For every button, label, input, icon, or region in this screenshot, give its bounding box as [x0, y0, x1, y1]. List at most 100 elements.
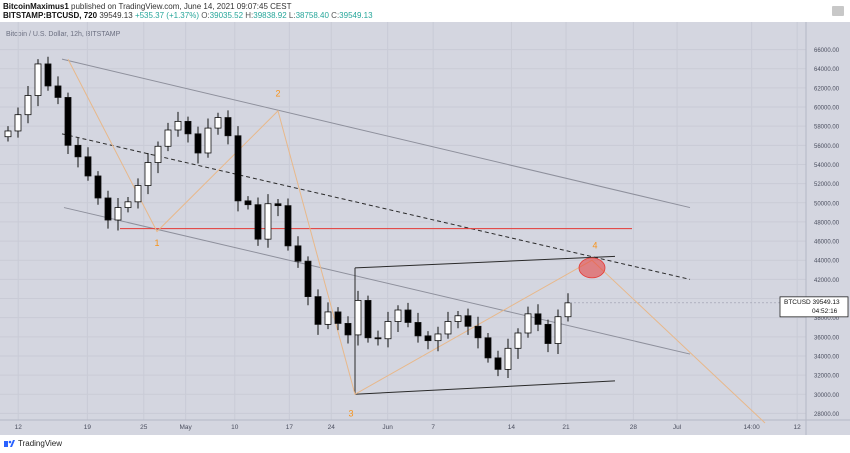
- x-tick-label: 17: [286, 424, 294, 431]
- y-tick-label: 62000.00: [814, 86, 840, 92]
- bull-candle: [34, 63, 42, 96]
- bull-candle: [124, 201, 132, 208]
- bear-candle: [424, 335, 432, 342]
- y-tick-label: 46000.00: [814, 240, 840, 246]
- bear-candle: [494, 357, 502, 370]
- close-value: 39549.13: [339, 11, 373, 20]
- y-tick-label: 54000.00: [814, 163, 840, 169]
- bear-candle: [294, 245, 302, 262]
- triangle-lower-line: [354, 380, 616, 395]
- bear-candle: [284, 205, 292, 247]
- publish-line: BitcoinMaximus1 published on TradingView…: [3, 2, 291, 11]
- bull-candle: [514, 332, 522, 349]
- wave-projection-line: [67, 58, 766, 424]
- publish-info: published on TradingView.com, June 14, 2…: [71, 2, 292, 11]
- bear-candle: [314, 296, 322, 325]
- y-tick-label: 30000.00: [814, 393, 840, 399]
- tradingview-logo-icon: [4, 440, 15, 447]
- bull-candle: [134, 185, 142, 203]
- bear-candle: [544, 323, 552, 344]
- last-price: 39549.13: [99, 11, 133, 20]
- bull-candle: [164, 129, 172, 147]
- bear-candle: [184, 120, 192, 135]
- y-tick-label: 50000.00: [814, 201, 840, 207]
- bear-candle: [194, 133, 202, 154]
- bear-candle: [44, 63, 52, 87]
- low-value: 38758.40: [295, 11, 329, 20]
- price-tag-countdown: 04:52:16: [812, 308, 838, 315]
- x-tick-label: 7: [431, 424, 435, 431]
- x-tick-label: 14: [508, 424, 516, 431]
- y-tick-label: 44000.00: [814, 259, 840, 265]
- bull-candle: [554, 316, 562, 344]
- price-tag-symbol: BTCUSD 39549.13: [784, 299, 840, 306]
- symbol-label: BITSTAMP:BTCUSD, 720: [3, 11, 98, 20]
- bull-candle: [394, 309, 402, 322]
- wave-label-4: 4: [592, 241, 597, 251]
- footer: TradingView: [0, 435, 850, 453]
- chart-area[interactable]: Bitcoin / U.S. Dollar, 12h, BITSTAMP 12 1…: [0, 22, 850, 435]
- y-tick-label: 64000.00: [814, 67, 840, 73]
- y-tick-label: 60000.00: [814, 106, 840, 112]
- bull-candle: [564, 302, 572, 318]
- channel-median-line: [61, 133, 691, 280]
- y-tick-label: 66000.00: [814, 48, 840, 54]
- y-tick-label: 56000.00: [814, 144, 840, 150]
- price-chart[interactable]: Bitcoin / U.S. Dollar, 12h, BITSTAMP 12 1…: [0, 22, 850, 435]
- bull-candle: [354, 300, 362, 336]
- bull-candle: [14, 114, 22, 132]
- x-tick-label: 12: [794, 424, 802, 431]
- bear-candle: [304, 260, 312, 298]
- bear-candle: [534, 313, 542, 325]
- x-tick-label: 19: [84, 424, 92, 431]
- bull-candle: [384, 321, 392, 340]
- channel-lower-line: [63, 207, 691, 355]
- bull-candle: [174, 120, 182, 131]
- bear-candle: [374, 337, 382, 340]
- bull-candle: [434, 333, 442, 342]
- y-tick-label: 28000.00: [814, 412, 840, 418]
- bear-candle: [404, 309, 412, 323]
- bear-candle: [334, 311, 342, 324]
- bear-candle: [64, 97, 72, 146]
- author-name[interactable]: BitcoinMaximus1: [3, 2, 69, 11]
- bull-candle: [264, 203, 272, 240]
- y-tick-label: 42000.00: [814, 278, 840, 284]
- bull-candle: [524, 313, 532, 334]
- snapshot-icon[interactable]: [832, 6, 844, 16]
- bear-candle: [484, 337, 492, 359]
- bull-candle: [214, 117, 222, 129]
- brand-name[interactable]: TradingView: [18, 439, 63, 448]
- y-tick-label: 36000.00: [814, 335, 840, 341]
- bear-candle: [274, 203, 282, 207]
- bull-candle: [24, 95, 32, 116]
- bull-candle: [324, 311, 332, 325]
- bull-candle: [454, 315, 462, 322]
- bull-candle: [444, 321, 452, 335]
- bull-candle: [4, 130, 12, 138]
- bear-candle: [224, 117, 232, 137]
- bear-candle: [414, 322, 422, 337]
- y-tick-label: 32000.00: [814, 374, 840, 380]
- open-value: 39035.52: [209, 11, 244, 20]
- x-tick-label: Jun: [382, 424, 393, 431]
- bear-candle: [254, 204, 262, 240]
- x-tick-label: 24: [328, 424, 336, 431]
- chart-title: Bitcoin / U.S. Dollar, 12h, BITSTAMP: [6, 31, 121, 38]
- target-ellipse-highlight: [578, 257, 606, 279]
- bull-candle: [504, 347, 512, 370]
- bull-candle: [114, 207, 122, 221]
- x-tick-label: May: [179, 424, 192, 431]
- bull-candle: [144, 162, 152, 186]
- y-tick-label: 58000.00: [814, 125, 840, 131]
- y-tick-label: 34000.00: [814, 354, 840, 360]
- bear-candle: [94, 175, 102, 199]
- price-tag-box: [779, 296, 849, 318]
- x-tick-label: 21: [562, 424, 570, 431]
- y-tick-label: 52000.00: [814, 182, 840, 188]
- bear-candle: [54, 85, 62, 98]
- x-tick-label: 10: [231, 424, 239, 431]
- high-value: 39838.92: [253, 11, 287, 20]
- x-tick-label: 14:00: [744, 424, 761, 431]
- wave-label-1: 1: [154, 238, 159, 248]
